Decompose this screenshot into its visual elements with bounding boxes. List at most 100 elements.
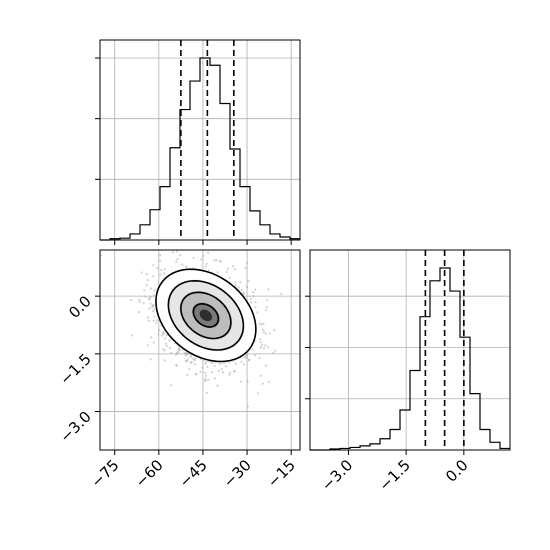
joint-point [229, 371, 232, 374]
joint-point [261, 382, 264, 385]
joint-point [146, 344, 149, 347]
joint-point [194, 363, 197, 366]
joint-point [175, 351, 179, 355]
joint-point [264, 332, 267, 335]
joint-point [254, 306, 257, 309]
joint-point [260, 323, 263, 326]
joint-xtick-label-1: −60 [132, 456, 167, 491]
joint-point [233, 268, 237, 271]
joint-ytick-label-0: −3.0 [56, 408, 94, 446]
joint-point [273, 329, 276, 332]
joint-point [150, 306, 154, 309]
joint-point [254, 354, 257, 357]
joint-point [155, 321, 158, 324]
joint-point [218, 362, 221, 365]
joint-contour-3 [155, 268, 257, 363]
joint-point [239, 281, 242, 284]
joint-point [249, 297, 253, 300]
joint-point [152, 305, 155, 308]
joint-point [233, 370, 236, 373]
joint-point [233, 370, 236, 373]
joint-point [129, 298, 133, 302]
joint-point [149, 358, 152, 361]
joint-point [149, 296, 152, 299]
joint-point [164, 342, 168, 345]
joint-point [262, 331, 266, 334]
joint-point [146, 316, 149, 319]
joint-point [147, 319, 150, 322]
joint-point [149, 287, 152, 290]
joint-point [240, 360, 243, 363]
joint-point [252, 291, 255, 294]
joint-xtick-label-0: −75 [87, 456, 122, 491]
joint-point [177, 351, 180, 354]
joint-point [262, 347, 266, 350]
joint-contour-0 [192, 302, 220, 328]
joint-point [190, 354, 193, 357]
joint-point [170, 351, 173, 355]
joint-point [177, 347, 181, 350]
y-marginal-xtick-label-1: −1.5 [375, 456, 413, 494]
joint-point [228, 277, 231, 280]
joint-point [137, 311, 141, 314]
joint-point [267, 288, 270, 291]
joint-point [163, 268, 166, 271]
joint-xtick-label-2: −45 [176, 456, 211, 491]
joint-point [251, 348, 254, 351]
joint-point [266, 299, 269, 302]
joint-point [152, 264, 155, 267]
joint-point [234, 362, 237, 365]
joint-ytick-label-1: −1.5 [56, 350, 94, 388]
joint-point [168, 347, 171, 350]
y-marginal-xtick-label-0: −3.0 [318, 456, 356, 494]
joint-point [246, 405, 249, 408]
joint-point [159, 254, 162, 257]
joint-point [170, 384, 173, 387]
joint-point [192, 357, 195, 360]
joint-point [175, 260, 178, 263]
joint-point [259, 374, 262, 377]
joint-point [265, 305, 268, 308]
x-marginal-frame [99, 39, 301, 241]
joint-point [153, 315, 156, 318]
joint-point [218, 260, 221, 263]
joint-point [210, 361, 213, 364]
joint-point [189, 355, 192, 358]
joint-point [234, 281, 237, 284]
joint-point [246, 380, 249, 383]
joint-point [181, 263, 184, 266]
joint-point [186, 353, 189, 356]
joint-point [178, 348, 181, 352]
joint-point [216, 271, 219, 274]
joint-point [153, 308, 156, 311]
joint-point [168, 339, 171, 342]
joint-point [242, 363, 245, 366]
joint-point [186, 360, 189, 363]
joint-point [262, 322, 265, 325]
y-marginal-histogram: −3.0 −1.5 0.0 [305, 249, 511, 495]
joint-point [144, 295, 147, 298]
joint-point [143, 289, 146, 292]
joint-point [185, 351, 188, 354]
joint-point [146, 279, 149, 282]
joint-point [163, 349, 166, 352]
joint-point [247, 359, 250, 362]
joint-point [152, 319, 155, 322]
joint-point [259, 338, 262, 341]
joint-point [256, 392, 259, 395]
joint-point [211, 361, 214, 364]
joint-point [261, 328, 264, 331]
joint-point [243, 356, 246, 359]
y-marginal-step-line [310, 267, 510, 451]
y-marginal-xtick-label-2: 0.0 [442, 456, 472, 486]
joint-point [149, 302, 152, 305]
joint-point [256, 311, 259, 314]
joint-point [259, 341, 262, 344]
joint-point [199, 371, 202, 374]
joint-point [213, 377, 216, 380]
joint-point [211, 371, 214, 374]
joint-point [149, 336, 153, 339]
joint-point [185, 265, 188, 268]
joint-point [245, 285, 249, 288]
joint-point [175, 250, 179, 253]
